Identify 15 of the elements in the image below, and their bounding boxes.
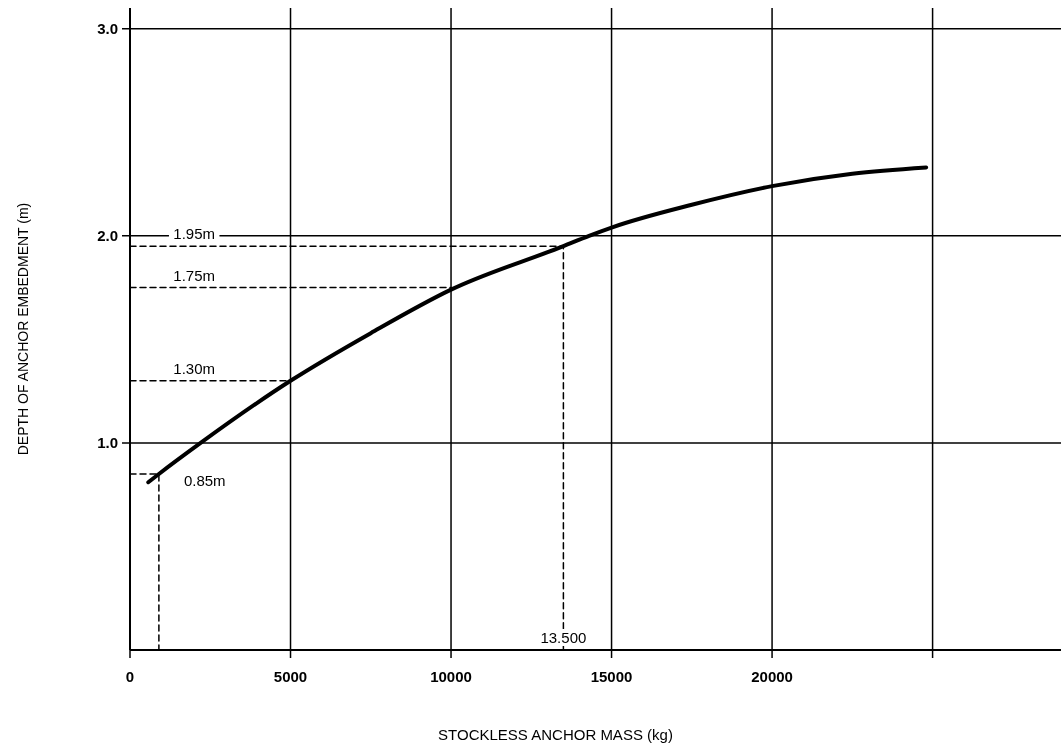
annotation: 13.500 [540, 629, 587, 646]
x-tick-label: 15000 [590, 668, 633, 685]
annotation: 1.75m [173, 266, 216, 284]
x-tick-label: 20000 [751, 668, 793, 685]
y-tick-label: 3.0 [97, 19, 118, 37]
x-tick-label: 5000 [273, 668, 308, 685]
y-tick-label: 1.0 [97, 433, 118, 451]
annotation: 1.95m [173, 225, 216, 243]
annotation: 0.85m [183, 471, 226, 489]
y-axis-title: DEPTH OF ANCHOR EMBEDMENT (m) [15, 202, 31, 456]
x-axis-title: STOCKLESS ANCHOR MASS (kg) [438, 726, 673, 743]
y-tick-label: 2.0 [97, 226, 118, 244]
x-tick-label: 10000 [430, 668, 472, 685]
annotation: 1.30m [173, 359, 216, 377]
x-tick-label: 0 [125, 668, 135, 685]
